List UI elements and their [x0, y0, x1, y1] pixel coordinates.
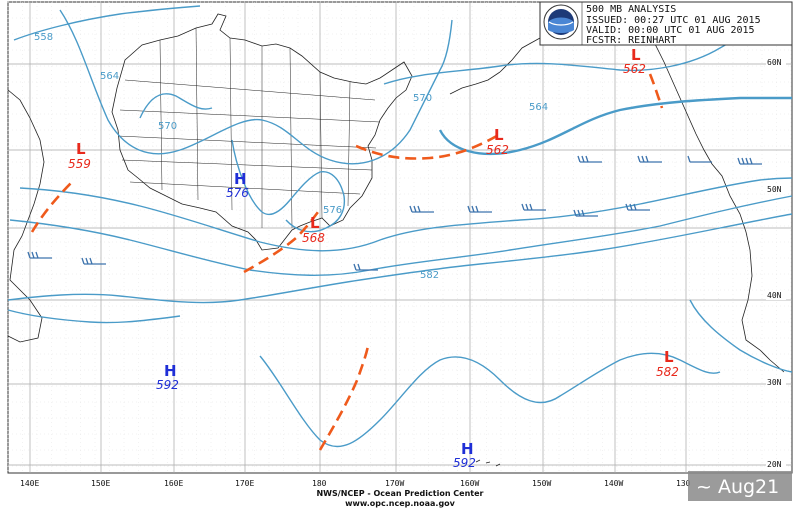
lon-label: 150W [532, 479, 551, 488]
contour-label: 564 [100, 71, 119, 82]
trough-lines [30, 73, 664, 451]
center-value: 559 [68, 157, 91, 171]
header-forecaster: FCSTR: REINHART [586, 35, 676, 46]
lon-label: 150E [91, 479, 110, 488]
contour-label: 558 [34, 32, 53, 43]
center-type: L [494, 126, 504, 144]
lon-label: 180 [312, 479, 327, 488]
trough-atlantic [355, 132, 501, 160]
high-center: H 576 [226, 170, 249, 200]
center-type: L [664, 348, 674, 366]
lon-label: 170E [235, 479, 254, 488]
center-value: 592 [453, 456, 476, 470]
header-title: 500 MB ANALYSIS [586, 4, 676, 15]
wind-barb [467, 205, 492, 213]
land-outline-north-america [111, 13, 413, 251]
wind-barb [81, 257, 106, 265]
lon-label: 130 [676, 479, 691, 488]
watermark: ~ Aug21 [688, 471, 792, 501]
wind-barb [577, 155, 602, 163]
contour-label: 570 [413, 93, 432, 104]
state-boundaries [117, 27, 381, 229]
wind-barb [687, 155, 712, 163]
lat-label: 20N [767, 460, 782, 469]
contour-label: 582 [420, 270, 439, 281]
center-value: 562 [623, 62, 646, 76]
contour-label: 576 [323, 205, 342, 216]
center-type: H [164, 362, 177, 380]
lat-label: 40N [767, 291, 782, 300]
center-value: 562 [486, 143, 509, 157]
low-center: L 559 [68, 140, 91, 171]
lat-label: 50N [767, 185, 782, 194]
lon-label: 160W [460, 479, 479, 488]
header-issued: ISSUED: 00:27 UTC 01 AUG 2015 [586, 15, 761, 26]
low-center: L 562 [486, 126, 509, 157]
contour-label: 564 [529, 102, 548, 113]
wind-barb [521, 203, 546, 211]
header-box: 500 MB ANALYSIS ISSUED: 00:27 UTC 01 AUG… [539, 1, 793, 46]
low-center: L 562 [623, 46, 646, 76]
trough-gulf [243, 211, 320, 274]
land-outline-aleutians [449, 71, 501, 95]
trough-pacific [318, 345, 370, 451]
low-center: L 582 [656, 348, 679, 379]
high-center: H 592 [453, 440, 476, 470]
high-center: H 592 [156, 362, 179, 392]
lon-label: 160E [164, 479, 183, 488]
wind-barb [637, 155, 662, 163]
wind-barb [27, 251, 52, 259]
wind-barb [625, 203, 650, 211]
center-value: 592 [156, 378, 179, 392]
center-type: H [461, 440, 474, 458]
lat-lon-grid [7, 1, 792, 473]
low-center: L 568 [302, 214, 325, 245]
wind-barb [737, 157, 762, 165]
wind-barb [353, 263, 378, 271]
land-outline-asia [7, 89, 45, 343]
center-type: L [631, 46, 641, 64]
wind-barb [409, 205, 434, 213]
wind-barb [573, 209, 598, 217]
center-type: H [234, 170, 247, 188]
lon-label: 140W [604, 479, 623, 488]
lon-label: 140E [20, 479, 39, 488]
contour-labels: 558 564 570 576 570 564 582 [34, 32, 548, 281]
longitude-labels: 140E 150E 160E 170E 180 170W 160W 150W 1… [20, 479, 691, 488]
center-value: 582 [656, 365, 679, 379]
height-contours [7, 5, 793, 448]
lon-label: 170W [385, 479, 404, 488]
center-value: 568 [302, 231, 325, 245]
wind-barbs [27, 155, 762, 271]
noaa-logo-icon [543, 4, 579, 40]
trough-alaska [648, 73, 664, 109]
watermark-text: ~ Aug21 [696, 476, 779, 498]
center-type: L [76, 140, 86, 158]
header-valid: VALID: 00:00 UTC 01 AUG 2015 [586, 25, 755, 36]
lat-label: 60N [767, 58, 782, 67]
land-outline-hawaii [475, 459, 501, 467]
contour-label: 570 [158, 121, 177, 132]
center-type: L [310, 214, 320, 232]
footer-center: NWS/NCEP - Ocean Prediction Center [316, 489, 483, 498]
lat-label: 30N [767, 378, 782, 387]
latitude-labels: 60N 50N 40N 30N 20N [766, 57, 786, 469]
center-value: 576 [226, 186, 249, 200]
trough-west-asia [30, 179, 75, 233]
pressure-centers: L 559 L 562 L 562 L 568 L 582 H 576 H 59… [68, 46, 679, 470]
footer-url: www.opc.ncep.noaa.gov [345, 499, 456, 508]
